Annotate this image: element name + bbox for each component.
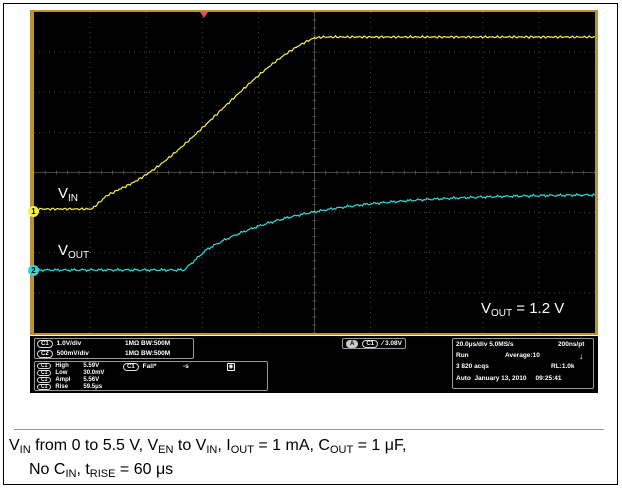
timebase: 20.0μs/div 5.0MS/s [456,341,514,348]
measurement-row[interactable]: C1 Rise 59.5μs [37,384,102,390]
average-count: Average:10 [505,352,540,359]
trigger-position-icon[interactable] [200,12,208,18]
fall-value: -s [183,363,189,370]
resolution: 200ns/pt [558,341,585,348]
caption-line-1: VIN from 0 to 5.5 V, VEN to VIN, IOUT = … [9,437,407,456]
caption-divider [14,429,604,430]
scope-status-bar: C1 1.0V/div 1MΩ BW:500M C2 500mV/div 1MΩ B… [30,336,598,393]
down-arrow-icon: ↓ [579,351,584,361]
ch1-ground-marker[interactable]: 1 [28,206,39,217]
vin-label: VIN [58,185,79,204]
trigger-source-pill[interactable]: C1 [362,340,379,348]
ch2-impedance: 1MΩ BW:500M [125,350,171,357]
ch2-vdiv: 500mV/div [56,350,89,357]
channel-scale-panel: C1 1.0V/div 1MΩ BW:500M C2 500mV/div 1MΩ B… [34,338,194,359]
acquisition-panel: 20.0μs/div 5.0MS/s 200ns/pt Run Average:… [452,338,594,389]
ch1-pill[interactable]: C1 [37,340,53,348]
oscilloscope-screen: VIN VOUT VOUT = 1.2 V 1 2 [28,10,598,335]
acquisition-count: 3 820 acqs [456,363,489,370]
trigger-mode-pill[interactable]: A [346,340,359,348]
measurement-panel: C1 High 5.59V C1 Low 30.0mV C1 Ampl 5.56V C1 Rise 5… [34,361,268,391]
vout-value-label: VOUT = 1.2 V [481,300,565,319]
graticule [34,12,595,333]
ch2-waveform [34,192,595,273]
measurement-row[interactable]: C1 Ampl 5.56V [37,377,99,383]
ch1-scale-row[interactable]: C1 1.0V/div [37,340,81,348]
run-state[interactable]: Run [456,352,469,359]
fall-measurement[interactable]: C1 Fall* [123,363,156,371]
trigger-panel[interactable]: A C1 ∕ 3.08V [342,338,406,349]
vout-label: VOUT [58,242,90,261]
rising-edge-icon: ∕ [382,340,384,347]
figure-caption: VIN from 0 to 5.5 V, VEN to VIN, IOUT = … [9,436,406,484]
ch1-impedance: 1MΩ BW:500M [125,340,171,347]
ch1-vdiv: 1.0V/div [56,340,82,347]
ch2-pill[interactable]: C2 [37,350,53,358]
ch2-ground-marker[interactable]: 2 [28,265,39,276]
measurement-row[interactable]: C1 High 5.59V [37,363,99,369]
trigger-level: 3.08V [385,340,402,347]
date-time: Auto January 13, 2010 09:25:41 [456,375,562,382]
caption-line-2: No CIN, tRISE = 60 μs [29,461,174,480]
settings-icon[interactable]: ◉ [227,363,235,371]
waveform-plot [34,12,595,333]
measurement-row[interactable]: C1 Low 30.0mV [37,370,104,376]
record-length: RL:1.0k [551,363,575,370]
ch2-scale-row[interactable]: C2 500mV/div [37,350,89,358]
ch1-waveform [34,34,595,211]
